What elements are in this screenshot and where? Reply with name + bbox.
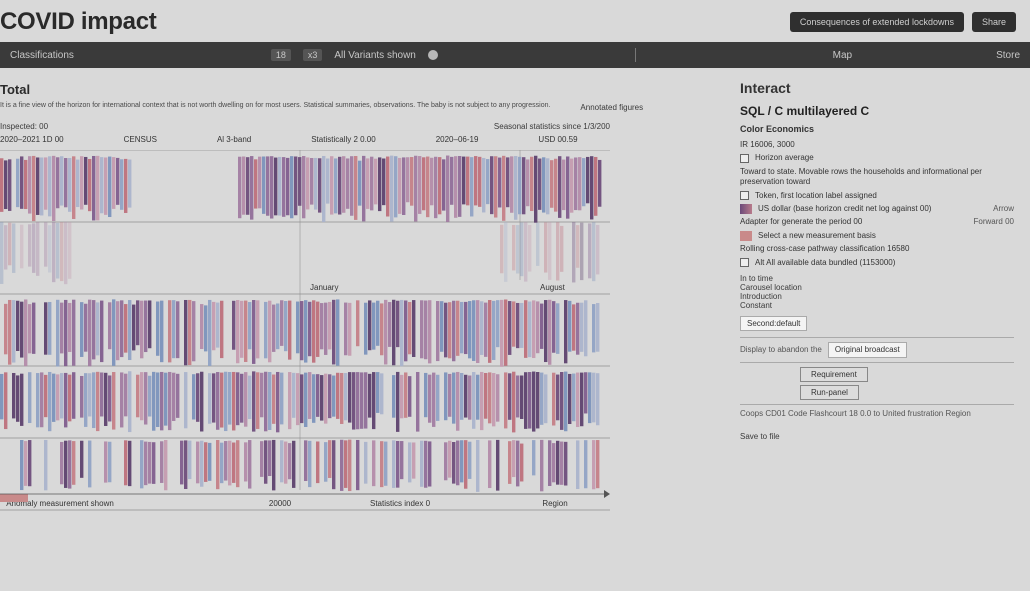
svg-text:January: January xyxy=(310,283,338,292)
toolbar: Classifications 18 x3 All Variants shown… xyxy=(0,42,1030,68)
sidebar-row-2: Toward to state. Movable rows the househ… xyxy=(740,167,1014,188)
toolbar-knob-icon[interactable] xyxy=(428,50,438,60)
header-secondary-button[interactable]: Share xyxy=(972,12,1016,32)
impact-chart: JanuaryAugustAnomaly measurement shown20… xyxy=(0,150,610,510)
sidebar-row-label: Rolling cross-case pathway classificatio… xyxy=(740,244,909,254)
sidebar-row-label: IR 16006, 3000 xyxy=(740,140,795,150)
svg-text:20000: 20000 xyxy=(269,499,292,508)
section-description: It is a fine view of the horizon for int… xyxy=(0,101,550,110)
sidebar-row-5: Adapter for generate the period 00 Forwar… xyxy=(740,217,1014,227)
sidebar-row-4: US dollar (base horizon credit net log a… xyxy=(740,204,1014,214)
sidebar-subtitle: SQL / C multilayered C xyxy=(740,104,1014,118)
sidebar-input-1[interactable]: Second:default xyxy=(740,316,807,331)
sidebar-section-1: Color Economics xyxy=(740,124,1014,134)
toolbar-tag-2[interactable]: x3 xyxy=(303,49,323,61)
sidebar-input-2[interactable]: Original broadcast xyxy=(828,342,907,358)
sidebar-sub2: In to time xyxy=(740,274,1014,283)
sidebar-row-8[interactable]: Alt All available data bundled (1153000) xyxy=(740,258,1014,268)
color-swatch xyxy=(740,231,752,241)
header-primary-button[interactable]: Consequences of extended lockdowns xyxy=(790,12,964,32)
sidebar-footer-line: Coops CD01 Code Flashcourt 18 0.0 to Uni… xyxy=(740,409,1014,418)
col-2: Al 3-band xyxy=(217,135,251,144)
sidebar-title: Interact xyxy=(740,80,1014,96)
checkbox-icon[interactable] xyxy=(740,258,749,267)
col-3: Statistically 2 0.00 xyxy=(311,135,375,144)
sidebar-row-label: Toward to state. Movable rows the househ… xyxy=(740,167,1014,188)
sidebar-row-aside: Arrow xyxy=(993,204,1014,214)
requirement-button[interactable]: Requirement xyxy=(800,367,868,382)
chart-season-label: Seasonal statistics since 1/3/200 xyxy=(494,122,610,131)
checkbox-icon[interactable] xyxy=(740,154,749,163)
sidebar-sub3: Carousel location xyxy=(740,283,1014,292)
col-0: 2020–2021 1D 00 xyxy=(0,135,64,144)
checkbox-icon[interactable] xyxy=(740,191,749,200)
sidebar-row-label: Alt All available data bundled (1153000) xyxy=(755,258,895,268)
chart-inspected-label: Inspected: 00 xyxy=(0,122,48,131)
sidebar-input2-left: Display to abandon the xyxy=(740,345,822,355)
annotated-figures-label: Annotated figures xyxy=(580,103,643,112)
col-4: 2020–06-19 xyxy=(436,135,479,144)
toolbar-label-store[interactable]: Store xyxy=(996,50,1020,61)
sidebar-row-label: Adapter for generate the period 00 xyxy=(740,217,862,227)
sidebar-row-6: Select a new measurement basis xyxy=(740,231,1014,241)
col-5: USD 00.59 xyxy=(538,135,577,144)
sidebar-row-label: Select a new measurement basis xyxy=(758,231,876,241)
chart-column-headers: 2020–2021 1D 00 CENSUS Al 3-band Statist… xyxy=(0,135,600,144)
toolbar-divider xyxy=(635,48,636,62)
col-1: CENSUS xyxy=(124,135,157,144)
svg-text:Region: Region xyxy=(542,499,567,508)
page-title: COVID impact xyxy=(0,8,156,36)
color-swatch xyxy=(740,204,752,214)
sidebar-row-3[interactable]: Token, first location label assigned xyxy=(740,191,1014,201)
breadcrumb[interactable]: Classifications xyxy=(10,50,74,61)
sidebar-row-0: IR 16006, 3000 xyxy=(740,140,1014,150)
run-panel-button[interactable]: Run-panel xyxy=(800,385,859,400)
sidebar-sub5: Constant xyxy=(740,301,1014,310)
sidebar-save[interactable]: Save to file xyxy=(740,432,1014,441)
sidebar-row-aside: Forward 00 xyxy=(974,217,1014,227)
toolbar-label-map[interactable]: Map xyxy=(833,50,852,61)
sidebar-row-7: Rolling cross-case pathway classificatio… xyxy=(740,244,1014,254)
svg-text:Statistics index 0: Statistics index 0 xyxy=(370,499,431,508)
sidebar-row-label: Token, first location label assigned xyxy=(755,191,877,201)
svg-text:August: August xyxy=(540,283,566,292)
toolbar-label-variants[interactable]: All Variants shown xyxy=(334,50,416,61)
sidebar-panel: Interact SQL / C multilayered C Color Ec… xyxy=(740,80,1020,591)
sidebar-row-label: Horizon average xyxy=(755,153,814,163)
sidebar-sub4: Introduction xyxy=(740,292,1014,301)
sidebar-row-1[interactable]: Horizon average xyxy=(740,153,1014,163)
sidebar-row-label: US dollar (base horizon credit net log a… xyxy=(758,204,931,214)
toolbar-tag-1[interactable]: 18 xyxy=(271,49,291,61)
section-heading: Total xyxy=(0,82,726,97)
